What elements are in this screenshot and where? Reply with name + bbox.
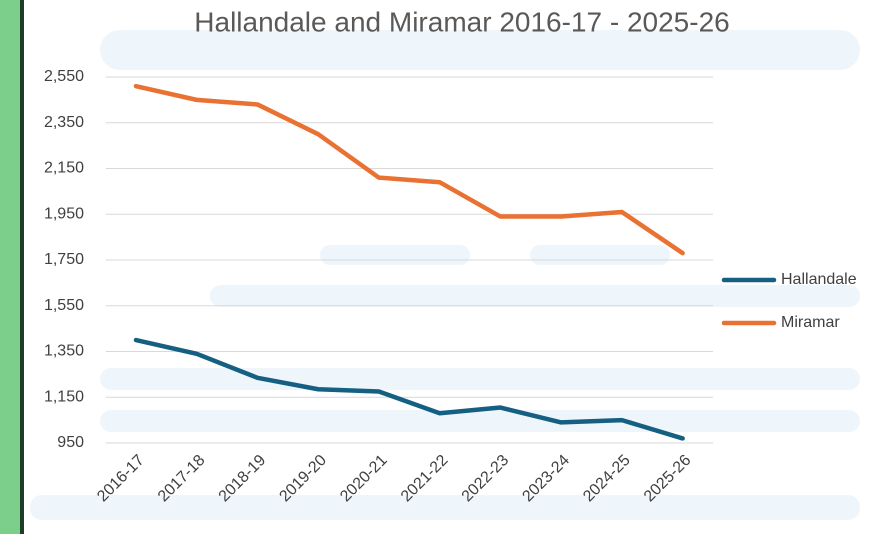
y-tick-label: 950 [57, 434, 84, 451]
y-tick-label: 1,950 [44, 205, 84, 222]
watermark-band [530, 245, 670, 265]
watermark-band [210, 285, 860, 307]
legend-label: Miramar [781, 314, 840, 331]
legend-label: Hallandale [781, 271, 857, 288]
watermark-band [100, 368, 860, 390]
series-line [133, 83, 685, 256]
watermark-band [100, 410, 860, 432]
watermark-band [100, 30, 860, 70]
series-line [133, 337, 685, 441]
y-tick-label: 1,750 [44, 251, 84, 268]
background-watermark [0, 0, 860, 534]
y-tick-label: 2,550 [44, 68, 84, 85]
watermark-band [320, 245, 470, 265]
y-tick-label: 1,150 [44, 388, 84, 405]
y-tick-label: 1,550 [44, 297, 84, 314]
y-tick-label: 2,150 [44, 160, 84, 177]
y-tick-label: 1,350 [44, 343, 84, 360]
left-strip [0, 0, 20, 534]
chart-title: Hallandale and Miramar 2016-17 - 2025-26 [194, 6, 729, 37]
left-edge [20, 0, 24, 534]
watermark-band [30, 495, 860, 520]
y-tick-label: 2,350 [44, 114, 84, 131]
